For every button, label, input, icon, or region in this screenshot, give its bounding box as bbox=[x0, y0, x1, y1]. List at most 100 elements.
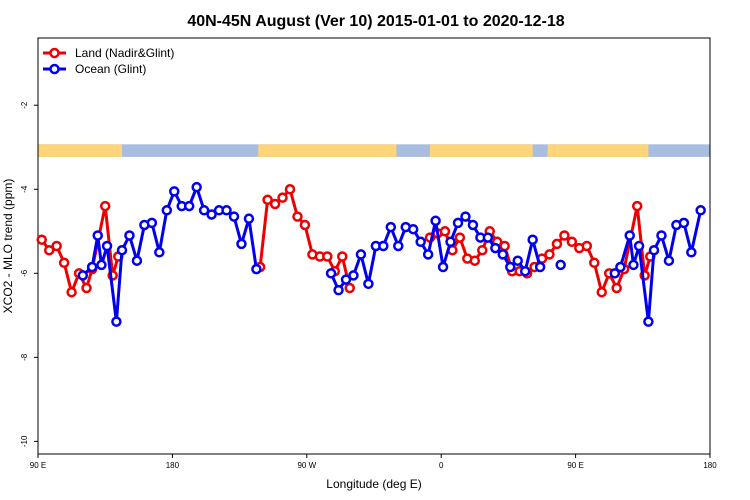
data-point-ocean bbox=[615, 261, 626, 273]
y-axis-ticks: -2 -4 -6 -8 -10 bbox=[20, 101, 38, 447]
data-point-land bbox=[299, 219, 311, 231]
data-point-ocean bbox=[206, 209, 217, 220]
data-point-ocean bbox=[348, 270, 359, 281]
data-point-land bbox=[469, 255, 481, 266]
data-point-ocean bbox=[663, 255, 675, 266]
data-point-land bbox=[58, 257, 70, 269]
data-point-ocean bbox=[385, 221, 397, 233]
data-point-ocean bbox=[633, 240, 645, 252]
data-point-ocean bbox=[131, 255, 143, 266]
data-point-ocean bbox=[695, 205, 706, 216]
data-point-ocean bbox=[154, 247, 165, 258]
data-point-land bbox=[81, 282, 92, 294]
data-point-ocean bbox=[628, 259, 639, 271]
land-ocean-strip bbox=[38, 144, 710, 157]
data-point-land bbox=[581, 240, 593, 252]
data-point-ocean bbox=[555, 259, 566, 271]
data-point-ocean bbox=[86, 261, 98, 273]
data-point-ocean bbox=[355, 249, 367, 260]
legend-marker-ocean bbox=[49, 63, 60, 75]
data-point-ocean bbox=[333, 284, 344, 296]
legend: Land (Nadir&Glint) Ocean (Glint) bbox=[43, 46, 174, 76]
y-tick-label: -8 bbox=[20, 353, 29, 361]
data-point-ocean bbox=[169, 186, 180, 197]
data-point-ocean bbox=[686, 247, 697, 258]
data-point-land bbox=[269, 198, 281, 210]
data-point-land bbox=[344, 282, 355, 294]
data-point-land bbox=[337, 251, 348, 262]
data-point-ocean bbox=[407, 223, 419, 235]
legend-label-ocean: Ocean (Glint) bbox=[75, 62, 146, 76]
data-point-ocean bbox=[519, 265, 531, 277]
data-point-ocean bbox=[378, 240, 389, 252]
data-point-land bbox=[284, 184, 296, 195]
data-point-ocean bbox=[643, 316, 654, 327]
y-tick-label: -10 bbox=[20, 435, 29, 447]
data-point-ocean bbox=[422, 249, 434, 260]
data-point-ocean bbox=[183, 200, 195, 212]
data-point-ocean bbox=[236, 238, 247, 250]
data-point-land bbox=[262, 194, 273, 206]
data-point-land bbox=[322, 251, 333, 262]
x-tick-label: 90 E bbox=[30, 461, 46, 470]
data-point-land bbox=[544, 249, 555, 260]
data-point-land bbox=[566, 236, 578, 248]
y-tick-label: -4 bbox=[20, 185, 29, 193]
data-point-land bbox=[36, 234, 47, 245]
data-point-ocean bbox=[534, 261, 546, 273]
land-strip-segment bbox=[430, 144, 533, 157]
data-point-land bbox=[631, 200, 643, 212]
data-point-ocean bbox=[467, 219, 479, 231]
data-point-ocean bbox=[198, 205, 210, 216]
data-point-ocean bbox=[415, 236, 426, 248]
data-point-ocean bbox=[656, 230, 667, 241]
data-point-ocean bbox=[111, 316, 122, 327]
data-point-ocean bbox=[228, 211, 240, 222]
data-point-ocean bbox=[452, 217, 464, 229]
data-point-ocean bbox=[527, 234, 538, 245]
data-point-ocean bbox=[393, 240, 404, 252]
data-point-ocean bbox=[648, 244, 660, 256]
data-point-ocean bbox=[340, 274, 352, 285]
data-point-ocean bbox=[124, 230, 135, 241]
data-point-ocean bbox=[512, 255, 523, 266]
data-point-land bbox=[611, 282, 622, 294]
x-tick-label: 90 E bbox=[567, 461, 583, 470]
x-axis-ticks: 90 E 180 90 W 0 90 E 180 bbox=[30, 454, 717, 470]
data-point-ocean bbox=[161, 205, 173, 216]
y-axis-label: XCO2 - MLO trend (ppm) bbox=[1, 179, 15, 314]
data-point-land bbox=[499, 240, 510, 252]
data-point-land bbox=[559, 230, 570, 241]
x-tick-label: 180 bbox=[166, 461, 180, 470]
data-point-land bbox=[66, 286, 77, 298]
series-land bbox=[36, 184, 656, 298]
y-tick-label: -6 bbox=[20, 269, 29, 277]
x-axis-label: Longitude (deg E) bbox=[326, 477, 421, 491]
data-point-land bbox=[292, 211, 303, 222]
data-point-ocean bbox=[445, 236, 456, 248]
x-tick-label: 180 bbox=[703, 461, 717, 470]
data-point-land bbox=[454, 232, 466, 243]
data-point-ocean bbox=[92, 230, 103, 241]
series-ocean bbox=[77, 181, 706, 327]
data-point-ocean bbox=[430, 215, 441, 227]
data-point-land bbox=[596, 286, 607, 298]
data-point-ocean bbox=[243, 213, 255, 224]
data-point-ocean bbox=[101, 240, 113, 252]
data-point-ocean bbox=[116, 244, 128, 256]
legend-marker-land bbox=[49, 47, 60, 59]
data-point-land bbox=[439, 226, 451, 237]
data-point-ocean bbox=[497, 249, 509, 260]
data-point-ocean bbox=[460, 211, 471, 222]
data-point-ocean bbox=[96, 259, 107, 271]
data-point-ocean bbox=[609, 268, 621, 279]
plot-frame bbox=[37, 37, 711, 455]
data-point-ocean bbox=[221, 205, 232, 216]
data-point-ocean bbox=[437, 261, 449, 273]
series-layer bbox=[36, 181, 706, 327]
data-point-ocean bbox=[678, 217, 690, 229]
data-point-land bbox=[589, 257, 600, 269]
chart-title: 40N-45N August (Ver 10) 2015-01-01 to 20… bbox=[187, 13, 564, 30]
land-strip-segment bbox=[258, 144, 397, 157]
